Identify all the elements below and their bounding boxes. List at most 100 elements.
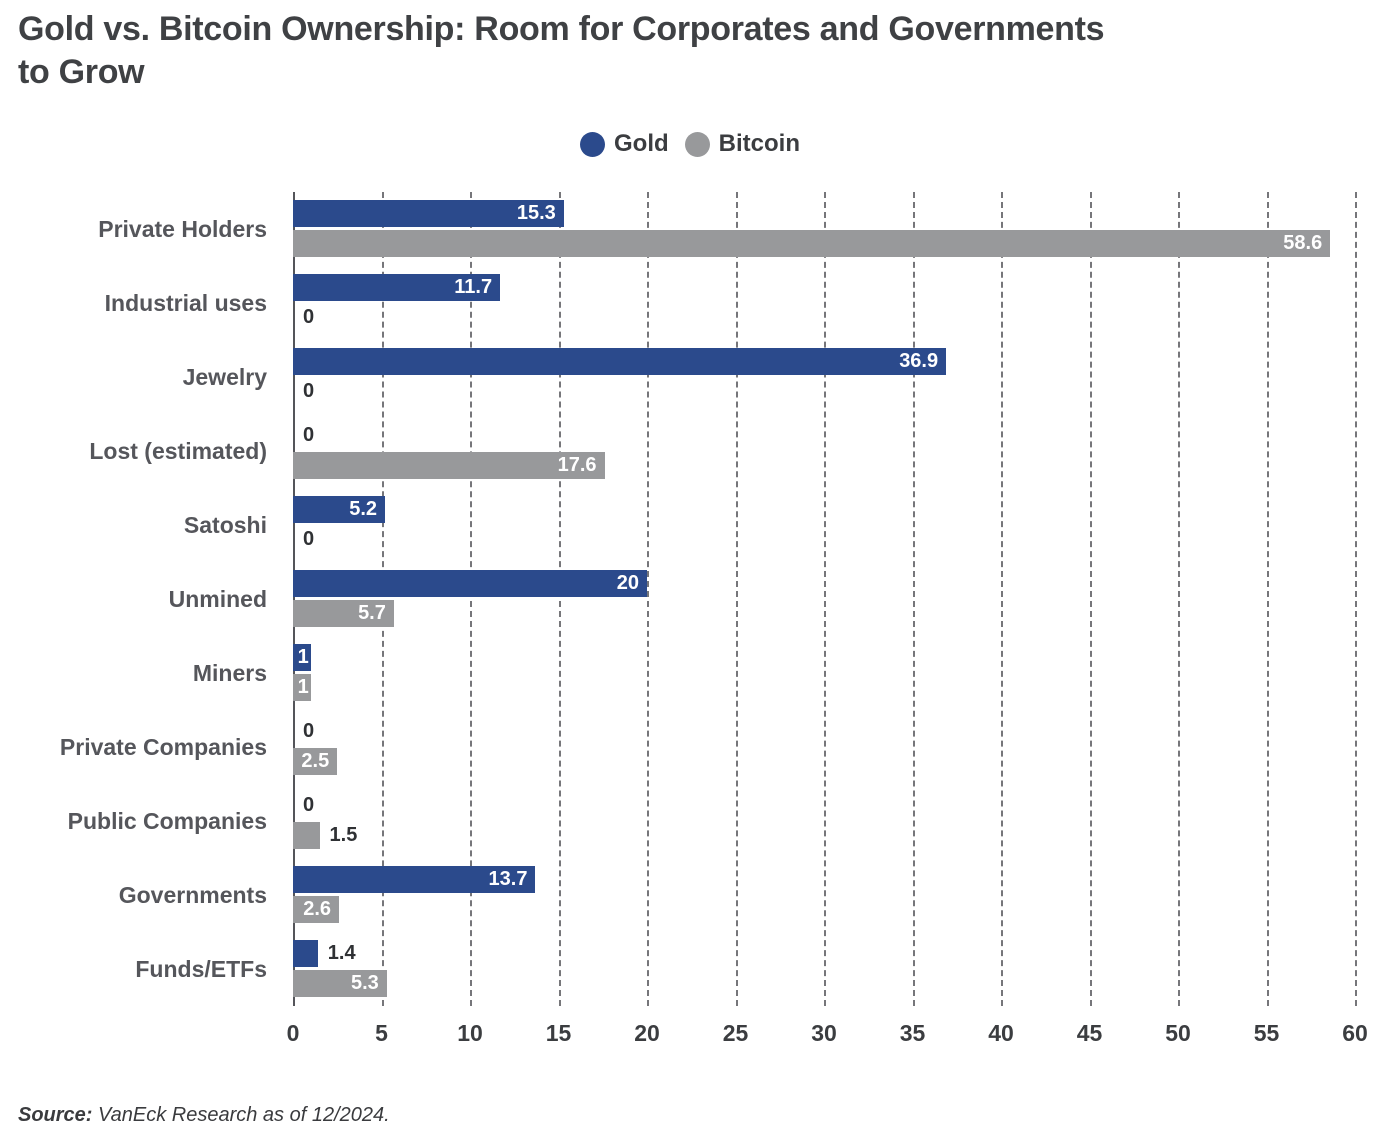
- x-axis: 0 5 10 15 20 25 30 35 40 45 50 55 60: [287, 1020, 1368, 1060]
- bar-bitcoin-unmined: [293, 600, 394, 627]
- x-tick-label-25: 25: [722, 1020, 749, 1046]
- value-label-bitcoin-miners: 1: [297, 676, 309, 698]
- category-label-funds-etfs: Funds/ETFs: [135, 955, 267, 982]
- bar-gold-unmined: [293, 570, 647, 597]
- value-label-gold-governments: 13.7: [488, 868, 528, 890]
- category-label-industrial-uses: Industrial uses: [104, 289, 267, 316]
- bar-row-private-holders: 15.3 58.6: [293, 192, 1355, 266]
- value-label-gold-miners: 1: [297, 646, 309, 668]
- gridline-10: [470, 192, 472, 1006]
- gridline-35: [912, 192, 915, 1006]
- x-tick-label-35: 35: [899, 1020, 926, 1046]
- gridline-5: [381, 192, 384, 1006]
- x-tick-label-50: 50: [1165, 1020, 1191, 1046]
- bar-bitcoin-private-companies: [293, 748, 338, 775]
- x-tick-label-45: 45: [1076, 1020, 1103, 1046]
- bar-gold-miners: [293, 644, 311, 671]
- category-axis: Private Holders Industrial uses Jewelry Los…: [0, 192, 267, 1006]
- bar-row-funds-etfs: 1.4 5.3: [293, 932, 1355, 1006]
- bar-row-jewelry: 36.9 0: [293, 340, 1355, 414]
- bar-bitcoin-public-companies: [293, 822, 320, 849]
- value-label-gold-private-companies: 0: [303, 720, 315, 742]
- x-tick-label-20: 20: [634, 1020, 660, 1046]
- value-label-bitcoin-satoshi: 0: [303, 528, 315, 550]
- x-tick-label-5: 5: [375, 1020, 388, 1046]
- bar-row-private-companies: 0 2.5: [293, 710, 1355, 784]
- category-label-private-holders: Private Holders: [98, 215, 267, 242]
- category-label-satoshi: Satoshi: [183, 511, 267, 538]
- gridline-40: [1001, 192, 1003, 1006]
- category-label-jewelry: Jewelry: [182, 363, 267, 390]
- bar-gold-governments: [293, 866, 536, 893]
- gridline-30: [824, 192, 826, 1006]
- bar-gold-funds-etfs: [293, 940, 318, 967]
- x-tick-label-15: 15: [545, 1020, 572, 1046]
- plot-area: 15.3 58.6 11.7 0 36.9 0 0 17.6 5.2 0 20 5.7 1 1 0 2.5 0 1…: [293, 192, 1357, 1006]
- gold-swatch-icon: [580, 131, 605, 157]
- gridline-15: [558, 192, 561, 1006]
- x-tick-label-0: 0: [286, 1020, 300, 1046]
- bar-row-public-companies: 0 1.5: [293, 784, 1355, 858]
- bar-gold-industrial-uses: [293, 274, 501, 301]
- value-label-bitcoin-funds-etfs: 5.3: [350, 972, 379, 994]
- x-tick-label-30: 30: [811, 1020, 837, 1046]
- category-label-miners: Miners: [192, 659, 267, 686]
- legend-item-gold: Gold: [580, 130, 669, 158]
- source-prefix: Source:: [18, 1104, 93, 1126]
- bar-row-industrial-uses: 11.7 0: [293, 266, 1355, 340]
- chart-title: Gold vs. Bitcoin Ownership: Room for Cor…: [18, 10, 1105, 91]
- value-label-bitcoin-lost-estimated: 17.6: [557, 454, 597, 476]
- x-tick-label-10: 10: [457, 1020, 483, 1046]
- value-label-gold-private-holders: 15.3: [516, 202, 556, 224]
- value-label-gold-public-companies: 0: [303, 794, 315, 816]
- bar-gold-jewelry: [293, 348, 947, 375]
- x-tick-label-55: 55: [1253, 1020, 1280, 1046]
- value-label-bitcoin-jewelry: 0: [303, 380, 315, 402]
- category-label-public-companies: Public Companies: [67, 807, 267, 834]
- gridline-0: [293, 192, 295, 1006]
- legend-label-bitcoin: Bitcoin: [718, 130, 800, 157]
- x-tick-label-60: 60: [1342, 1020, 1368, 1046]
- x-tick-label-40: 40: [988, 1020, 1014, 1046]
- gridline-45: [1089, 192, 1092, 1006]
- value-label-bitcoin-unmined: 5.7: [358, 602, 386, 624]
- bar-bitcoin-private-holders: [293, 230, 1331, 257]
- bar-bitcoin-lost-estimated: [293, 452, 605, 479]
- value-label-gold-unmined: 20: [616, 572, 639, 594]
- bar-bitcoin-miners: [293, 674, 311, 701]
- bar-gold-satoshi: [293, 496, 386, 523]
- gridline-60: [1355, 192, 1357, 1006]
- bitcoin-swatch-icon: [684, 131, 710, 157]
- value-label-bitcoin-private-companies: 2.5: [301, 750, 330, 772]
- legend-item-bitcoin: Bitcoin: [684, 130, 800, 158]
- value-label-gold-lost-estimated: 0: [303, 424, 315, 446]
- bar-bitcoin-funds-etfs: [293, 970, 387, 997]
- category-label-lost-estimated: Lost (estimated): [89, 437, 267, 464]
- category-label-unmined: Unmined: [168, 585, 267, 612]
- category-label-private-companies: Private Companies: [59, 733, 267, 760]
- bar-bitcoin-governments: [293, 896, 340, 923]
- chart-legend: Gold Bitcoin: [0, 130, 1380, 158]
- legend-label-gold: Gold: [614, 130, 669, 157]
- bar-row-lost-estimated: 0 17.6: [293, 414, 1355, 488]
- value-label-gold-satoshi: 5.2: [349, 498, 378, 520]
- bar-row-governments: 13.7 2.6: [293, 858, 1355, 932]
- value-label-gold-funds-etfs: 1.4: [327, 942, 356, 964]
- source-note: Source: VanEck Research as of 12/2024.: [18, 1104, 390, 1127]
- value-label-gold-jewelry: 36.9: [899, 350, 939, 372]
- value-label-bitcoin-governments: 2.6: [303, 898, 332, 920]
- gridline-50: [1178, 192, 1180, 1006]
- gridline-20: [647, 192, 649, 1006]
- source-text: VanEck Research as of 12/2024.: [92, 1104, 390, 1126]
- value-label-bitcoin-private-holders: 58.6: [1283, 232, 1323, 254]
- bar-gold-private-holders: [293, 200, 564, 227]
- value-label-gold-industrial-uses: 11.7: [454, 276, 493, 298]
- gridline-55: [1266, 192, 1269, 1006]
- bar-row-satoshi: 5.2 0: [293, 488, 1355, 562]
- value-label-bitcoin-industrial-uses: 0: [303, 306, 315, 328]
- gridline-25: [735, 192, 738, 1006]
- category-label-governments: Governments: [118, 881, 267, 908]
- bar-row-unmined: 20 5.7: [293, 562, 1355, 636]
